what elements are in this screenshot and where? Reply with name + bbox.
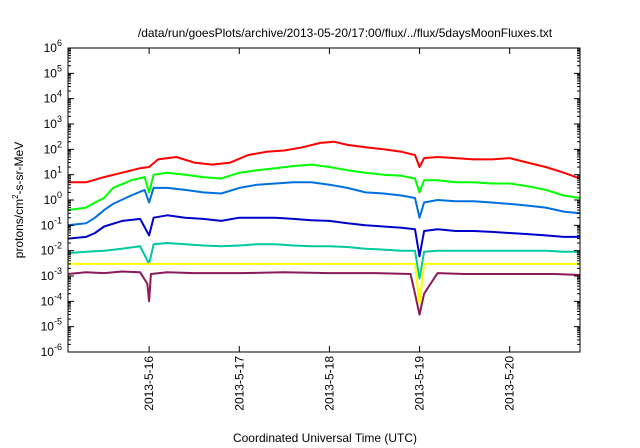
y-tick-exponent: -6 xyxy=(54,342,62,352)
series-line-7 xyxy=(67,270,581,316)
y-tick-label: 100 xyxy=(44,190,62,207)
y-tick-exponent: 5 xyxy=(57,63,62,73)
series-line-5 xyxy=(67,242,580,280)
y-tick-exponent: 0 xyxy=(57,190,62,200)
chart-title: /data/run/goesPlots/archive/2013-05-20/1… xyxy=(138,26,553,40)
series-line-3 xyxy=(67,181,581,227)
y-tick-base: 10 xyxy=(44,193,58,207)
y-axis-ticks: 10-610-510-410-310-210-11001011021031041… xyxy=(41,38,580,359)
x-axis-ticks: 2013-5-16 2013-5-17 2013-5-18 2013-5-19 2013… xyxy=(142,48,517,411)
x-tick-label: 2013-5-18 xyxy=(322,356,336,411)
y-tick-base: 10 xyxy=(41,294,55,308)
y-tick-base: 10 xyxy=(41,345,55,359)
y-tick-base: 10 xyxy=(44,168,58,182)
x-tick-label: 2013-5-19 xyxy=(413,356,427,411)
x-tick-label: 2013-5-20 xyxy=(503,356,517,411)
plot-frame xyxy=(67,47,581,353)
y-tick-base: 10 xyxy=(44,66,58,80)
y-tick-label: 10-1 xyxy=(41,215,62,232)
y-tick-label: 10-4 xyxy=(41,291,62,308)
y-axis-label-superscript: 2 xyxy=(11,194,20,199)
y-tick-exponent: 6 xyxy=(57,38,62,48)
y-tick-base: 10 xyxy=(41,269,55,283)
y-tick-exponent: -4 xyxy=(54,291,62,301)
y-tick-label: 10-3 xyxy=(41,266,62,283)
y-axis-label-main: protons/cm xyxy=(12,199,26,258)
x-tick-label: 2013-5-16 xyxy=(142,356,156,411)
svg-text:protons/cm2-s-sr-MeV: protons/cm2-s-sr-MeV xyxy=(11,142,26,258)
y-tick-label: 104 xyxy=(44,89,62,106)
y-tick-exponent: -5 xyxy=(54,317,62,327)
series-line-6 xyxy=(68,262,580,305)
series-line-1 xyxy=(68,140,581,184)
y-tick-label: 10-2 xyxy=(41,241,62,258)
y-tick-label: 10-6 xyxy=(41,342,62,359)
series-group xyxy=(67,140,581,316)
y-tick-exponent: 2 xyxy=(57,139,62,149)
y-axis-label-rest: -s-sr-MeV xyxy=(12,142,26,195)
y-tick-base: 10 xyxy=(41,218,55,232)
y-tick-exponent: 4 xyxy=(57,89,62,99)
y-tick-label: 103 xyxy=(44,114,62,131)
y-tick-base: 10 xyxy=(44,117,58,131)
y-tick-base: 10 xyxy=(44,142,58,156)
y-tick-exponent: 1 xyxy=(57,165,62,175)
series-line-4 xyxy=(67,214,580,258)
y-tick-base: 10 xyxy=(44,92,58,106)
y-tick-label: 101 xyxy=(44,165,62,182)
series-line-2 xyxy=(67,163,581,212)
y-tick-exponent: -2 xyxy=(54,241,62,251)
y-axis-label: protons/cm2-s-sr-MeV xyxy=(11,142,26,258)
y-tick-exponent: 3 xyxy=(57,114,62,124)
y-tick-label: 105 xyxy=(44,63,62,80)
y-tick-label: 102 xyxy=(44,139,62,156)
y-tick-base: 10 xyxy=(44,41,58,55)
x-tick-label: 2013-5-17 xyxy=(232,356,246,411)
y-tick-base: 10 xyxy=(41,320,55,334)
y-tick-exponent: -1 xyxy=(54,215,62,225)
y-tick-base: 10 xyxy=(41,244,55,258)
x-axis-label: Coordinated Universal Time (UTC) xyxy=(233,431,417,445)
y-tick-exponent: -3 xyxy=(54,266,62,276)
y-tick-label: 10-5 xyxy=(41,317,62,334)
y-tick-label: 106 xyxy=(44,38,62,55)
